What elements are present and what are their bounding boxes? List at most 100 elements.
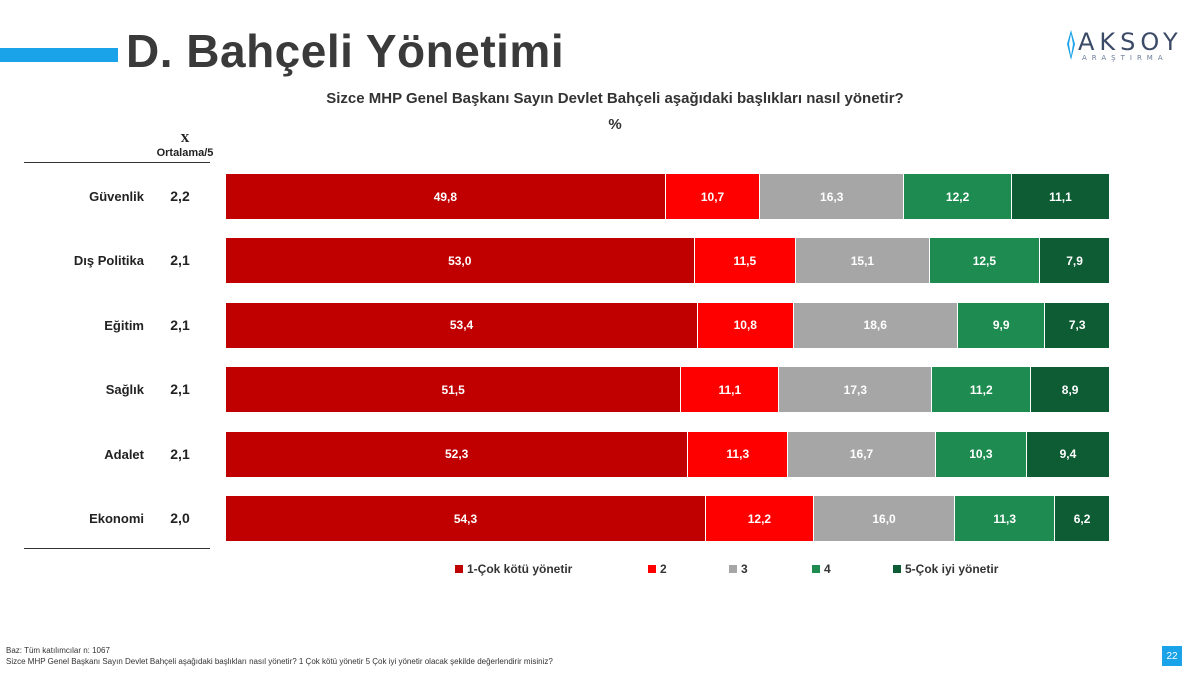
average-header: X Ortalama/5	[150, 132, 220, 160]
legend-swatch	[648, 565, 656, 573]
bar-segment: 6,2	[1055, 496, 1110, 541]
bar-segment: 9,4	[1026, 431, 1110, 477]
data-label: 12,5	[972, 253, 997, 268]
legend-swatch	[812, 565, 820, 573]
legend-item: 3	[729, 562, 748, 576]
bar-row: 51,5 11,1 17,3 11,2 8,9	[226, 367, 1110, 413]
data-label: 8,9	[1061, 382, 1079, 397]
average-value: 2,1	[170, 445, 190, 462]
data-label: 16,7	[849, 447, 874, 462]
page-number: 22	[1162, 646, 1182, 666]
footer-note: Sizce MHP Genel Başkanı Sayın Devlet Bah…	[6, 657, 553, 666]
category-label: Eğitim	[104, 317, 144, 333]
data-label: 10,7	[700, 189, 725, 204]
average-value: 2,0	[170, 510, 190, 526]
legend-label: 1-Çok kötü yönetir	[467, 562, 573, 576]
data-label: 10,3	[969, 447, 993, 462]
bar-segment: 7,3	[1045, 302, 1110, 348]
bar-segment: 51,5	[226, 367, 682, 413]
bar-segment: 12,5	[929, 238, 1041, 284]
data-label: 54,3	[453, 511, 478, 526]
legend-item: 4	[812, 562, 831, 576]
legend-item: 5-Çok iyi yönetir	[893, 562, 998, 576]
bar-segment: 10,7	[665, 174, 761, 219]
data-label: 53,0	[448, 253, 472, 268]
bar-segment: 16,0	[813, 496, 956, 541]
page-title: D. Bahçeli Yönetimi	[126, 25, 565, 77]
title-accent-bar	[0, 48, 118, 62]
legend-item: 1-Çok kötü yönetir	[455, 562, 572, 576]
bar-row: 54,3 12,2 16,0 11,3 6,2	[226, 496, 1110, 541]
bar-segment: 11,3	[955, 496, 1056, 541]
logo-subtext: ARAŞTIRMA	[1082, 54, 1168, 62]
bar-segment: 11,2	[932, 367, 1032, 413]
bar-segment: 16,7	[788, 431, 936, 477]
legend-swatch	[455, 565, 463, 573]
average-label: Ortalama/5	[156, 147, 214, 159]
bar-segment: 12,2	[904, 174, 1012, 219]
data-label: 18,6	[863, 318, 887, 333]
bar-segment: 11,5	[694, 238, 797, 284]
data-label: 11,5	[733, 253, 757, 268]
data-label: 15,1	[850, 253, 875, 268]
table-top-rule	[24, 162, 210, 163]
category-label: Adalet	[104, 446, 144, 462]
bar-segment: 10,8	[698, 302, 794, 348]
data-label: 52,3	[444, 447, 469, 462]
bar-row: 49,8 10,7 16,3 12,2 11,1	[226, 174, 1110, 219]
bar-segment: 17,3	[779, 367, 933, 413]
bar-segment: 52,3	[226, 431, 689, 477]
average-value: 2,1	[170, 252, 190, 269]
average-value: 2,2	[170, 188, 190, 204]
bar-segment: 12,2	[706, 496, 814, 541]
data-label: 10,8	[733, 318, 757, 333]
data-label: 9,4	[1059, 447, 1077, 462]
data-label: 6,2	[1073, 511, 1091, 526]
average-symbol: X	[180, 132, 190, 145]
bar-segment: 53,0	[226, 238, 695, 284]
table-bottom-rule	[24, 548, 210, 549]
data-label: 16,3	[820, 189, 844, 204]
bar-segment: 54,3	[226, 496, 706, 541]
category-label: Sağlık	[105, 382, 144, 398]
data-label: 11,1	[718, 382, 742, 397]
chart-legend: 1-Çok kötü yönetir 2 3 4 5-Çok iyi yönetir	[0, 562, 1200, 580]
legend-label: 4	[824, 562, 831, 576]
bar-segment: 53,4	[226, 302, 699, 348]
data-label: 16,0	[872, 511, 896, 526]
footer-base: Baz: Tüm katılımcılar n: 1067	[6, 646, 110, 655]
bar-row: 52,3 11,3 16,7 10,3 9,4	[226, 431, 1110, 477]
data-label: 7,3	[1068, 318, 1086, 333]
data-label: 11,3	[726, 447, 750, 462]
legend-item: 2	[648, 562, 667, 576]
legend-label: 2	[660, 562, 667, 576]
bar-segment: 11,3	[688, 431, 789, 477]
bar-segment: 15,1	[796, 238, 930, 284]
bar-segment: 11,1	[681, 367, 780, 413]
data-label: 53,4	[449, 318, 474, 333]
average-value: 2,1	[170, 316, 190, 333]
bar-segment: 16,3	[760, 174, 905, 219]
chart-subtitle: %	[608, 116, 622, 133]
category-label: Ekonomi	[89, 511, 144, 526]
data-label: 17,3	[843, 382, 867, 397]
bar-segment: 11,1	[1011, 174, 1110, 219]
data-label: 51,5	[441, 382, 465, 397]
bar-segment: 9,9	[957, 302, 1046, 348]
logo-text: AKSOY	[1078, 28, 1183, 56]
bar-segment: 10,3	[935, 431, 1027, 477]
bar-segment: 7,9	[1040, 238, 1110, 284]
aksoy-logo: AKSOY ARAŞTIRMA	[1066, 28, 1182, 64]
data-label: 9,9	[992, 318, 1010, 333]
data-label: 11,1	[1049, 189, 1072, 204]
data-label: 12,2	[747, 511, 772, 526]
average-value: 2,1	[170, 381, 190, 398]
data-label: 12,2	[945, 189, 970, 204]
logo-mark-icon	[1067, 30, 1075, 60]
data-label: 11,3	[993, 511, 1017, 526]
data-label: 7,9	[1066, 253, 1083, 268]
bar-row: 53,0 11,5 15,1 12,5 7,9	[226, 238, 1110, 284]
legend-swatch	[893, 565, 901, 573]
category-label: Güvenlik	[89, 189, 144, 204]
legend-swatch	[729, 565, 737, 573]
